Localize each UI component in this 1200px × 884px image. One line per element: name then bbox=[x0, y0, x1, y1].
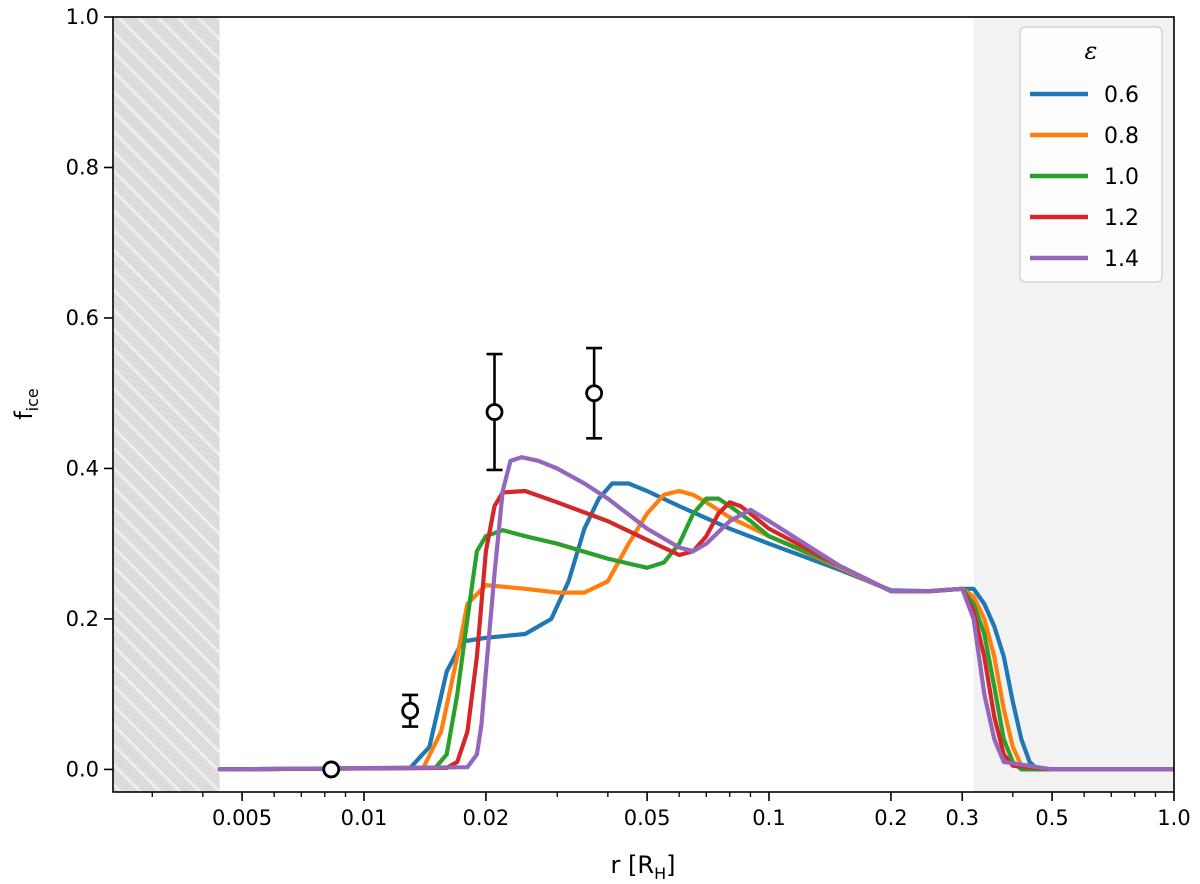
x-tick-label-1: 0.01 bbox=[341, 806, 388, 830]
x-tick-label-8: 1.0 bbox=[1157, 806, 1190, 830]
observation-marker-3 bbox=[585, 384, 604, 403]
legend-box bbox=[1019, 26, 1163, 283]
legend-label-1: 0.8 bbox=[1104, 124, 1139, 149]
y-tick-label-3: 0.6 bbox=[66, 306, 99, 330]
observation-points bbox=[322, 346, 604, 779]
series-line-3 bbox=[217, 488, 1174, 772]
y-tick-label-1: 0.2 bbox=[66, 607, 99, 631]
observation-marker-0 bbox=[322, 760, 341, 779]
y-tick-label-0: 0.0 bbox=[66, 757, 99, 781]
y-tick-label-4: 0.8 bbox=[66, 155, 99, 179]
legend: ε 0.6 0.8 1.0 1.2 1.4 bbox=[1019, 26, 1163, 283]
observation-marker-1 bbox=[401, 701, 420, 720]
x-axis-label: r [RH] bbox=[611, 851, 676, 883]
x-tick-label-5: 0.2 bbox=[874, 806, 907, 830]
shaded-regions bbox=[113, 17, 1174, 792]
observation-2 bbox=[485, 352, 504, 472]
series-line-0 bbox=[217, 481, 1174, 772]
x-tick-label-0: 0.005 bbox=[212, 806, 272, 830]
x-tick-label-4: 0.1 bbox=[752, 806, 785, 830]
observation-3 bbox=[585, 346, 604, 440]
x-tick-label-2: 0.02 bbox=[463, 806, 510, 830]
x-tick-label-7: 0.5 bbox=[1035, 806, 1068, 830]
observation-marker-2 bbox=[485, 403, 504, 421]
series-lines bbox=[217, 455, 1174, 772]
observation-1 bbox=[401, 693, 420, 728]
series-line-1 bbox=[217, 488, 1174, 772]
shaded-region-0 bbox=[113, 17, 220, 792]
legend-label-0: 0.6 bbox=[1104, 83, 1139, 108]
observation-0 bbox=[322, 760, 341, 779]
series-line-2 bbox=[217, 496, 1174, 772]
y-tick-label-5: 1.0 bbox=[66, 5, 99, 29]
legend-label-3: 1.2 bbox=[1104, 206, 1139, 231]
legend-label-2: 1.0 bbox=[1104, 165, 1139, 190]
series-line-4 bbox=[217, 455, 1174, 772]
legend-entries: 0.6 0.8 1.0 1.2 1.4 bbox=[1030, 83, 1139, 272]
plot-frame bbox=[112, 16, 1175, 793]
x-tick-label-3: 0.05 bbox=[624, 806, 671, 830]
y-axis: 0.0 0.2 0.4 0.6 0.8 1.0 bbox=[66, 5, 113, 781]
legend-label-4: 1.4 bbox=[1104, 247, 1139, 272]
y-tick-label-2: 0.4 bbox=[66, 456, 99, 480]
legend-title: ε bbox=[1085, 37, 1098, 65]
x-axis: 0.005 0.01 0.02 0.05 0.1 0.2 0.3 0.5 1.0 bbox=[151, 792, 1191, 830]
y-axis-label: fice bbox=[10, 388, 42, 420]
x-tick-label-6: 0.3 bbox=[946, 806, 979, 830]
